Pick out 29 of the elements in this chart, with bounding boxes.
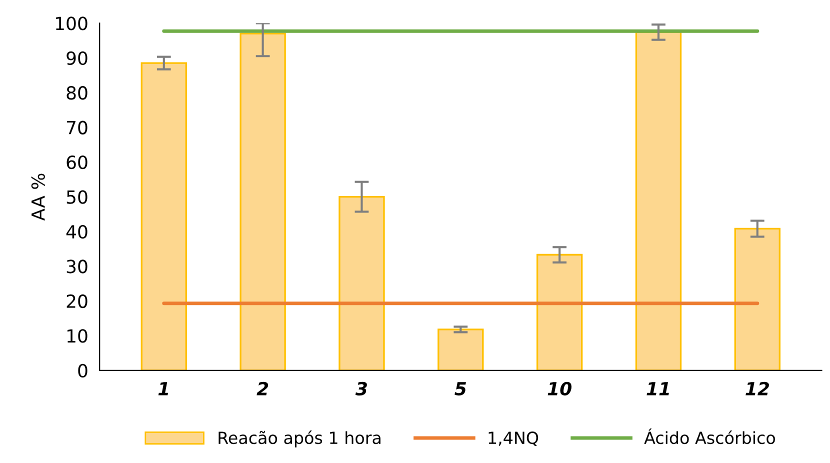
bar (140, 62, 187, 370)
bar (438, 328, 484, 370)
y-tick-label: 20 (66, 294, 88, 308)
y-tick-label: 40 (66, 224, 88, 239)
legend-label: Reacão após 1 hora (218, 430, 380, 448)
y-tick-label: 10 (67, 329, 88, 343)
x-tick-label: 12 (746, 382, 769, 396)
y-tick-label: 50 (66, 190, 88, 204)
y-tick-label: 70 (66, 120, 88, 134)
y-tick-label: 100 (56, 16, 88, 30)
y-axis-title: AA % (31, 174, 45, 221)
legend-label: Ácido Ascórbico (644, 428, 775, 444)
x-tick-label: 3 (355, 382, 367, 396)
bar (536, 254, 583, 370)
x-tick-label: 1 (158, 382, 168, 396)
x-tick-label: 5 (454, 382, 466, 396)
x-tick-label: 2 (256, 382, 268, 396)
bar (635, 31, 682, 370)
y-tick-label: 0 (78, 364, 88, 378)
x-tick-label: 11 (646, 382, 669, 396)
y-tick-label: 60 (66, 156, 88, 170)
bar (734, 228, 780, 370)
bar (338, 196, 385, 370)
y-tick-label: 80 (66, 86, 88, 100)
legend-label: 1,4NQ (488, 432, 538, 446)
bar (240, 32, 286, 370)
y-tick-label: 90 (66, 51, 88, 65)
x-tick-label: 10 (548, 382, 572, 396)
y-tick-label: 30 (66, 260, 88, 274)
